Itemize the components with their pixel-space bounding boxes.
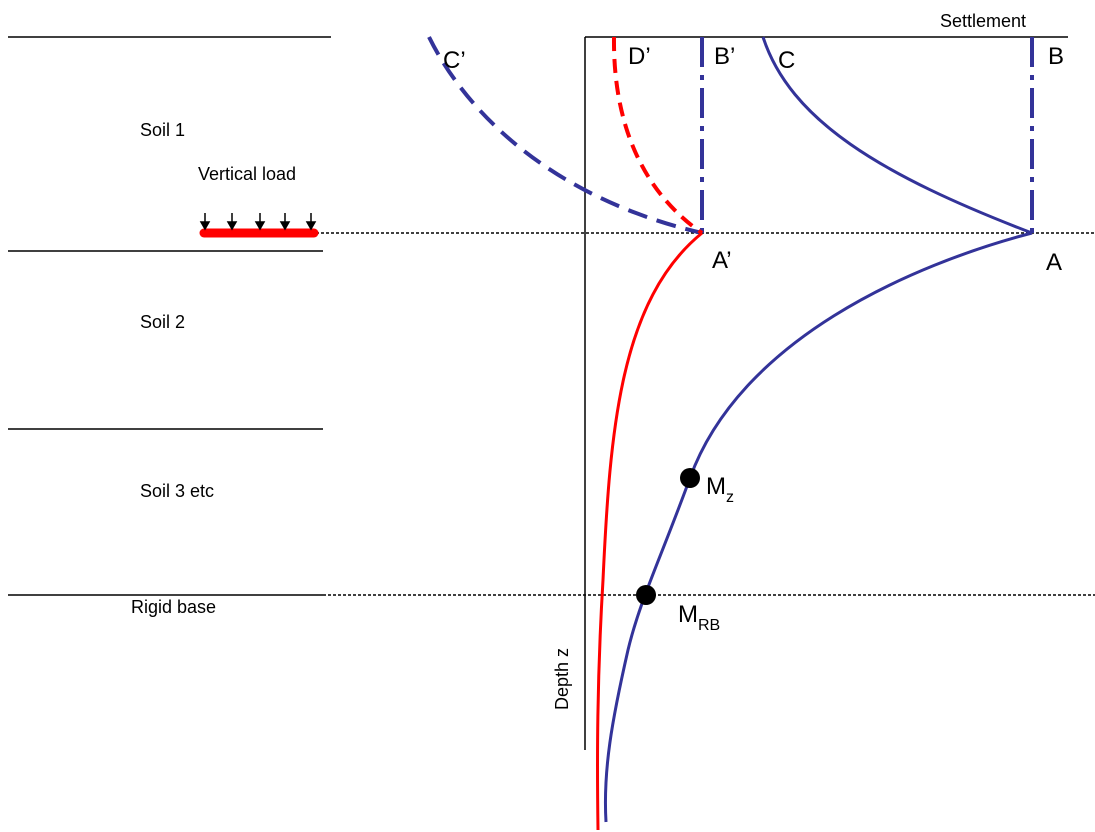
soil3-label: Soil 3 etc <box>140 481 214 501</box>
curve-D-prime-dashed <box>611 36 704 235</box>
label-C: C <box>778 47 795 74</box>
label-D-prime: D’ <box>628 43 651 70</box>
curve-C-to-A <box>761 36 1033 235</box>
label-B: B <box>1048 43 1064 70</box>
vertical-load-label: Vertical load <box>198 164 296 184</box>
point-M-RB <box>636 585 656 605</box>
label-C-prime: C’ <box>443 47 466 74</box>
label-M-RB: MRB <box>678 601 720 634</box>
label-B-prime: B’ <box>714 43 735 70</box>
soil2-label: Soil 2 <box>140 312 185 332</box>
depth-axis-label: Depth z <box>552 648 572 710</box>
settlement-axis-label: Settlement <box>940 11 1026 31</box>
curve-C-prime-dashed <box>427 36 703 235</box>
curve-A-to-bottom <box>603 231 1033 823</box>
label-M-z: Mz <box>706 473 734 506</box>
point-M-z <box>680 468 700 488</box>
soil1-label: Soil 1 <box>140 120 185 140</box>
label-A: A <box>1046 249 1062 276</box>
load-arrows <box>199 213 317 231</box>
rigid-base-label: Rigid base <box>131 597 216 617</box>
label-A-prime: A’ <box>712 247 732 274</box>
curve-A-prime-to-bottom <box>596 231 703 831</box>
